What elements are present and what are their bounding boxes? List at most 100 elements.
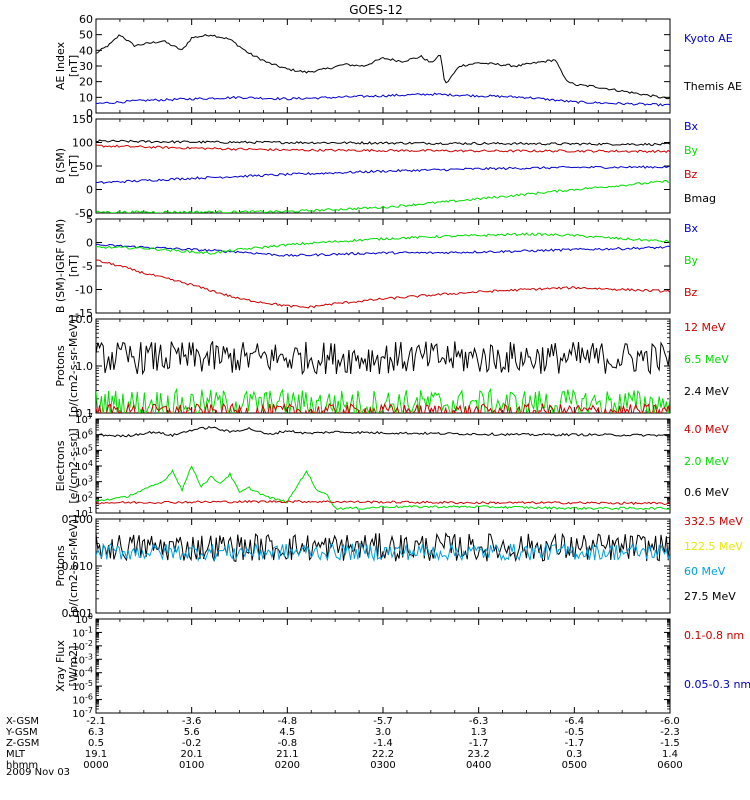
y-tick-label: 101 (75, 506, 93, 520)
y-axis-label: Xray Flux (54, 640, 67, 692)
legend-entry: 2.4 MeV (684, 385, 729, 398)
series-group (96, 341, 670, 413)
legend-entry: 0.1-0.8 nm (684, 629, 744, 642)
series-group (96, 139, 670, 213)
y-tick-label: 50 (79, 160, 93, 173)
legend-entry: 60 MeV (684, 565, 726, 578)
y-tick-label: 1.0 (76, 360, 94, 373)
legend-entry: Bz (684, 286, 698, 299)
y-tick-label: 0.010 (62, 560, 94, 573)
x-tick-label: 0300 (370, 760, 395, 771)
x-tick-label: -1.7 (565, 738, 585, 749)
panel-frame (95, 518, 671, 614)
x-tick-label: -6.0 (660, 716, 680, 727)
y-axis-label: Protons (54, 345, 67, 386)
series-line (96, 402, 670, 413)
plot-title: GOES-12 (349, 3, 403, 17)
x-tick-label: 4.5 (279, 727, 295, 738)
y-tick-label: 150 (72, 113, 93, 126)
y-axis-label: B (SM) (54, 148, 67, 184)
panel-protons-high: 0.001 0.010 0.100 Protons [p/(cm2-s-sr-MeV)]… (54, 513, 743, 620)
series-line (96, 179, 670, 213)
y-axis-label: AE Index (54, 41, 67, 90)
series-line (96, 499, 670, 506)
series-group (96, 425, 670, 511)
x-tick-label: -2.1 (86, 716, 106, 727)
y-tick-label: 10-1 (72, 625, 93, 639)
x-tick-label: -3.6 (182, 716, 202, 727)
x-tick-label: 6.3 (88, 727, 104, 738)
y-tick-label: 40 (79, 44, 93, 57)
y-tick-label: 20 (79, 76, 93, 89)
series-line (96, 34, 670, 100)
y-tick-label: 0 (86, 107, 93, 120)
y-tick-label: 5 (86, 213, 93, 226)
x-tick-label: 21.1 (276, 749, 298, 760)
x-tick-label: 0200 (275, 760, 300, 771)
panel-frame (95, 618, 671, 714)
legend-entry: Bmag (684, 192, 716, 205)
y-tick-label: 105 (75, 443, 93, 457)
legend-entry: 332.5 MeV (684, 515, 743, 528)
series-line (96, 139, 670, 146)
y-axis-label-units: [e/(cm2-s-sr)] (67, 428, 80, 503)
x-row-label: hhmm (6, 760, 38, 771)
x-tick-label: -0.8 (278, 738, 298, 749)
y-tick-label: 106 (75, 428, 93, 442)
y-tick-label: -15 (75, 307, 93, 320)
x-tick-label: -4.8 (278, 716, 298, 727)
y-axis-label: Electrons (54, 440, 67, 491)
panel-ae: 0 10 20 30 40 50 60 AE Index [nT] Kyoto AE Themis … (54, 13, 742, 120)
x-tick-label: 1.4 (662, 749, 678, 760)
legend-entry: Bx (684, 222, 699, 235)
y-axis-label-units: [p/(cm2-s-sr-MeV)] (67, 315, 80, 418)
x-tick-label: -1.5 (660, 738, 680, 749)
y-tick-label: 10-4 (72, 666, 93, 680)
series-line (96, 341, 670, 376)
legend-entry: By (684, 254, 699, 267)
x-tick-label: 0400 (466, 760, 491, 771)
y-tick-label: 107 (75, 412, 93, 426)
y-tick-label: 10-7 (72, 706, 93, 720)
x-tick-label: 1.3 (471, 727, 487, 738)
legend-entry: Kyoto AE (684, 32, 733, 45)
x-tick-label: 0500 (562, 760, 587, 771)
x-tick-label: -6.3 (469, 716, 489, 727)
y-tick-label: 10-6 (72, 693, 93, 707)
y-tick-label: -5 (82, 260, 93, 273)
panel-protons-low: 0.1 1.0 10.0 Protons [p/(cm2-s-sr-MeV)] 12 Me… (54, 313, 729, 420)
x-row-label: MLT (6, 749, 26, 760)
y-axis-label-units: [nT] (67, 255, 80, 277)
y-axis-label: B (SM)-IGRF (SM) (54, 219, 67, 313)
x-tick-label: -6.4 (565, 716, 585, 727)
x-tick-label: 5.6 (184, 727, 200, 738)
x-tick-label: -5.7 (373, 716, 393, 727)
y-tick-label: -10 (75, 284, 93, 297)
y-tick-label: 0.1 (76, 407, 94, 420)
legend-entry: Bz (684, 168, 698, 181)
y-tick-label: 0.001 (62, 607, 94, 620)
x-tick-label: 20.1 (181, 749, 203, 760)
series-line (96, 425, 670, 438)
y-tick-label: 10 (79, 91, 93, 104)
y-tick-label: 104 (75, 459, 93, 473)
y-tick-label: 102 (75, 490, 93, 504)
x-tick-label: -2.3 (660, 727, 680, 738)
x-tick-label: 0000 (83, 760, 108, 771)
x-tick-label: 0100 (179, 760, 204, 771)
panel-frame (95, 218, 671, 314)
legend-entry: 12 MeV (684, 321, 726, 334)
series-line (96, 144, 670, 154)
x-tick-label: -1.4 (373, 738, 393, 749)
x-tick-label: 0.3 (566, 749, 582, 760)
legend-entry: Bx (684, 120, 699, 133)
y-tick-label: 100 (72, 137, 93, 150)
date-label: 2009 Nov 03 (6, 767, 70, 778)
x-tick-label: 22.2 (372, 749, 394, 760)
y-axis-label-units: [nT] (67, 55, 80, 77)
y-tick-label: 10-2 (72, 639, 93, 653)
legend-entry: 4.0 MeV (684, 423, 729, 436)
y-axis-label-units: [p/(cm2-s-sr-MeV)] (67, 515, 80, 618)
y-tick-label: 0 (86, 237, 93, 250)
